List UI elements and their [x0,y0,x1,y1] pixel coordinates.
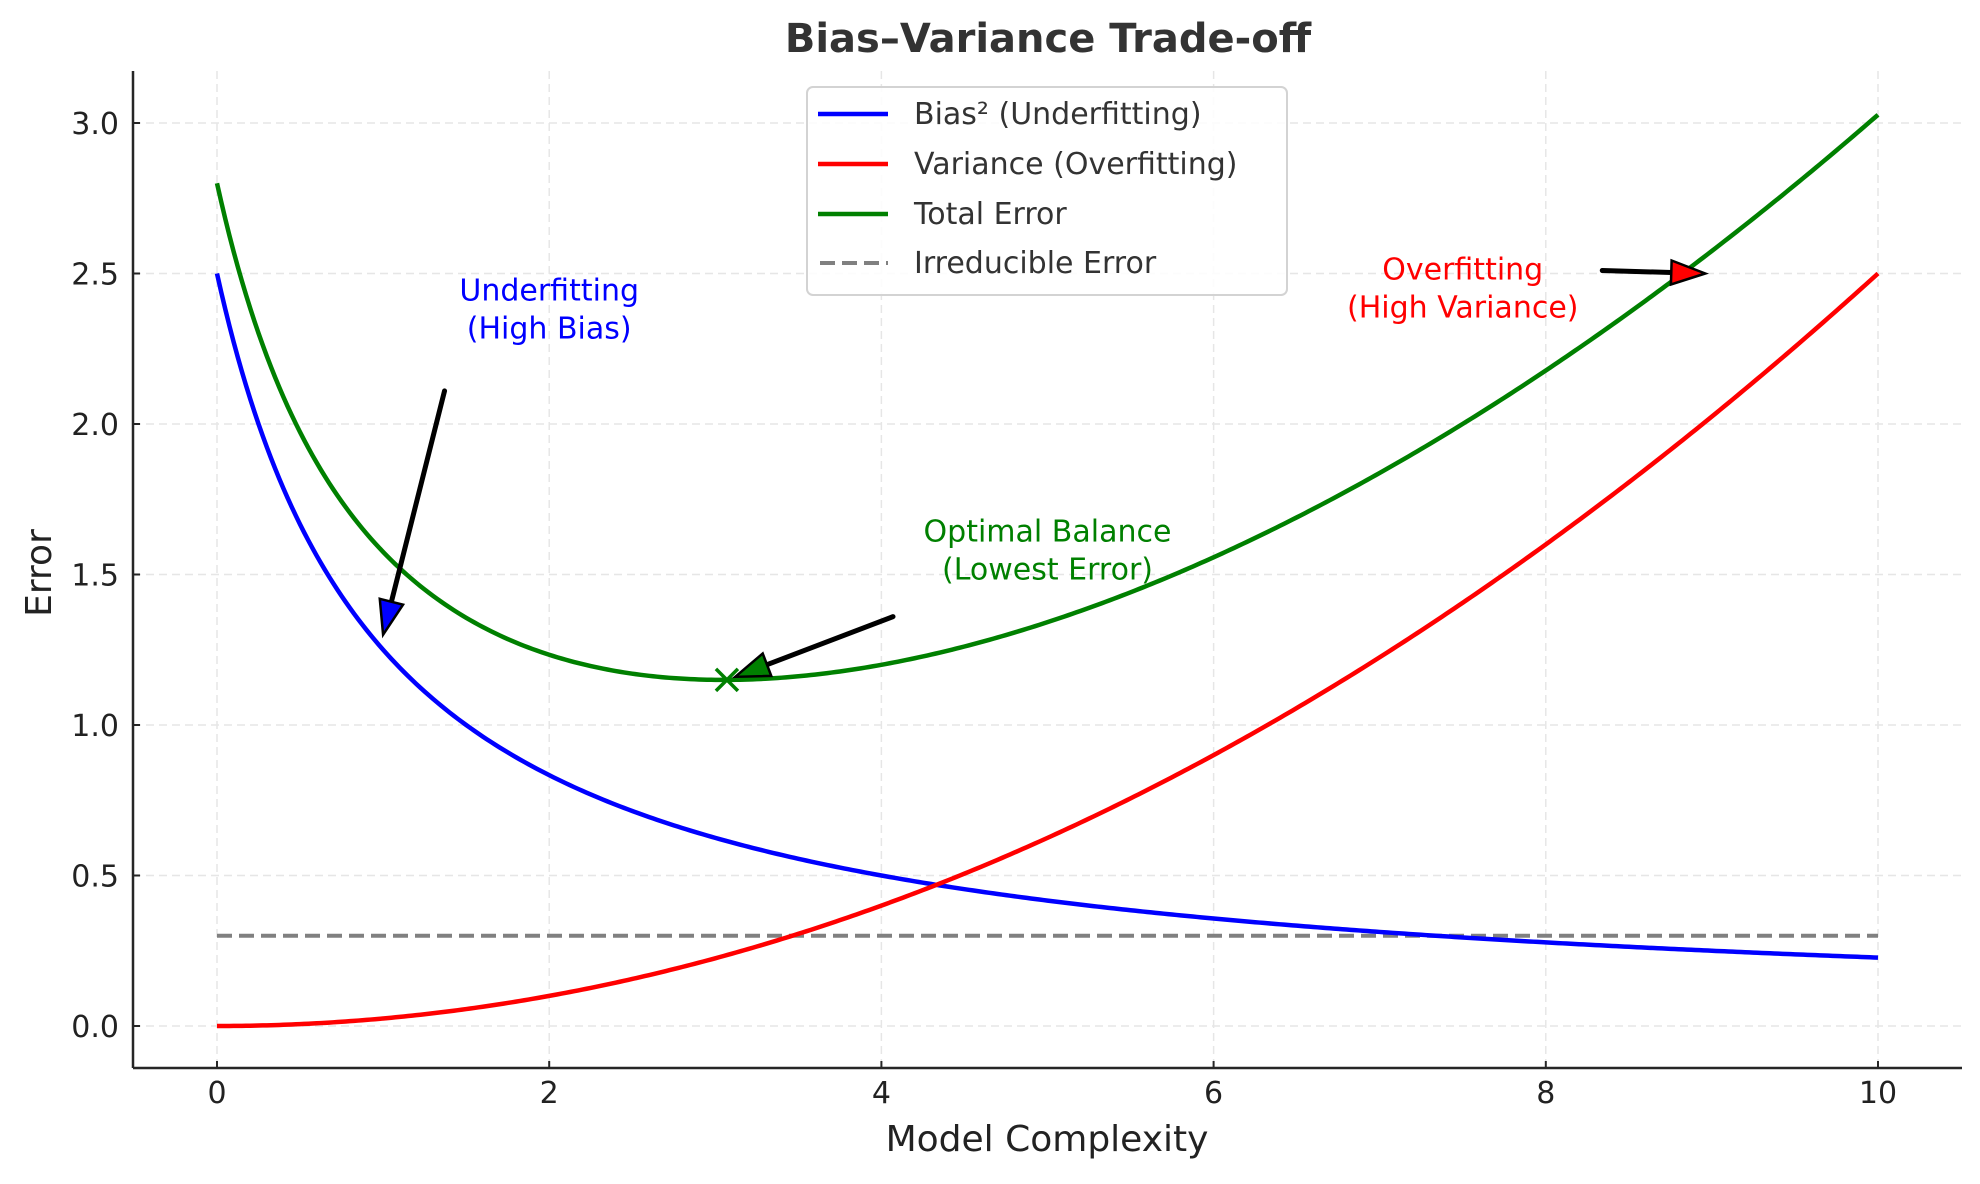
y-tick-label: 2.5 [71,258,119,293]
x-tick-label: 0 [207,1076,226,1111]
y-tick-label: 0.5 [71,860,119,895]
legend-label-irreducible: Irreducible Error [914,246,1157,281]
y-tick-label: 1.5 [71,559,119,594]
chart-title: Bias–Variance Trade-off [785,16,1312,62]
x-tick-label: 8 [1536,1076,1555,1111]
annotation-underfitting: Underfitting(High Bias) [378,274,639,639]
annotation-text: (High Bias) [467,312,632,347]
x-axis-label: Model Complexity [886,1119,1209,1160]
legend-item-bias: Bias² (Underfitting) [818,97,1202,132]
optimal-point-marker [714,667,740,693]
legend-label-variance: Variance (Overfitting) [914,147,1238,182]
legend-item-variance: Variance (Overfitting) [818,147,1238,182]
annotation-arrow-shaft [764,614,896,668]
annotation-arrowhead [731,651,774,679]
annotation-text: Underfitting [459,274,639,309]
annotations: Underfitting(High Bias) Optimal Balance(L… [378,253,1710,679]
annotation-text: Optimal Balance [924,514,1172,549]
legend-label-total: Total Error [913,197,1067,232]
legend-item-total: Total Error [818,197,1067,232]
annotation-arrow-shaft [388,388,448,605]
ticks: 0 2 4 6 8 10 0.0 0.5 1.0 1.5 2.0 2.5 3.0 [71,107,1897,1111]
annotation-overfitting: Overfitting(High Variance) [1347,253,1710,326]
annotation-text: (Lowest Error) [942,552,1153,587]
annotation-optimal-balance: Optimal Balance(Lowest Error) [731,514,1172,679]
total-error-line [214,113,1880,683]
annotation-arrowhead [378,597,406,639]
series-lines [214,113,1880,1029]
legend: Bias² (Underfitting) Variance (Overfitti… [806,86,1288,296]
y-axis-label: Error [19,529,60,617]
x-tick-label: 4 [872,1076,891,1111]
annotation-arrowhead [1669,258,1710,287]
markers [714,667,740,693]
bias-line [214,273,1879,960]
x-tick-label: 2 [540,1076,559,1111]
annotation-text: (High Variance) [1347,291,1579,326]
legend-item-irreducible: Irreducible Error [820,246,1157,281]
annotation-text: Overfitting [1382,253,1543,288]
x-tick-label: 6 [1204,1076,1223,1111]
y-tick-label: 0.0 [71,1010,119,1045]
x-tick-label: 10 [1859,1076,1897,1111]
axes [131,71,1962,1070]
variance-line [217,271,1880,1029]
legend-label-bias: Bias² (Underfitting) [914,97,1202,132]
y-tick-label: 2.0 [71,408,119,443]
annotation-arrow-shaft [1599,267,1674,276]
y-tick-label: 3.0 [71,107,119,142]
y-tick-label: 1.0 [71,709,119,744]
x-marker-stroke [714,667,740,693]
legend-box [806,86,1288,296]
